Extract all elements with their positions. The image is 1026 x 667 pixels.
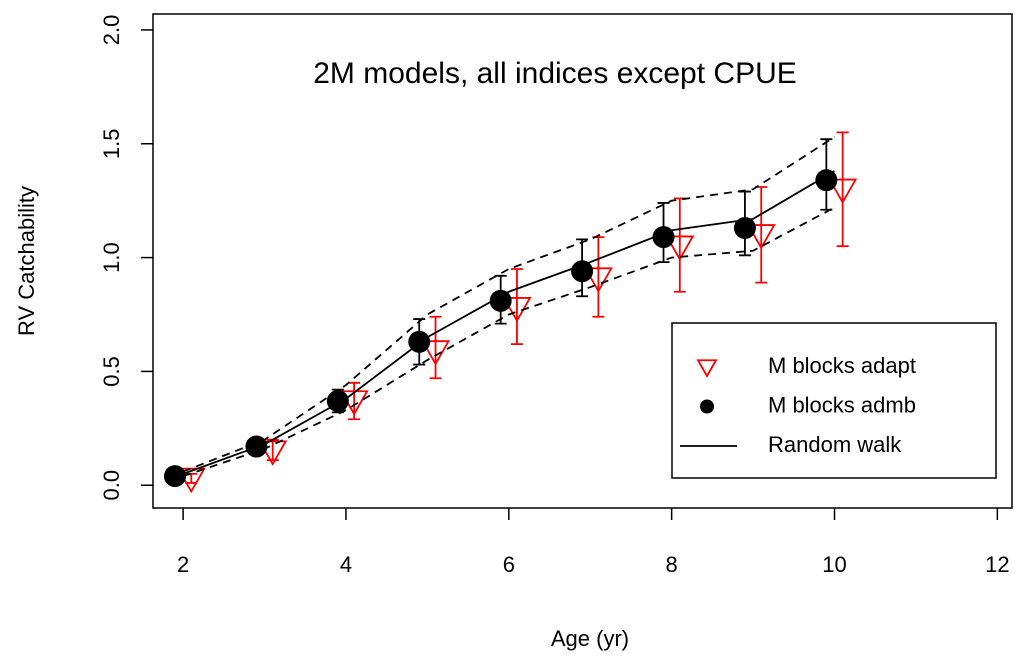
point [828, 178, 858, 205]
legend-box [671, 322, 997, 479]
point [571, 260, 594, 283]
y-axis-label: RV Catchability [14, 186, 39, 336]
lower-bound [182, 206, 835, 477]
x-tick-label: 6 [503, 552, 515, 577]
x-tick-label: 2 [177, 552, 189, 577]
error-bar [429, 315, 442, 380]
legend-label: Random walk [768, 432, 902, 457]
y-tick-label: 2.0 [99, 15, 124, 46]
error-bar [510, 268, 523, 345]
legend-label: M blocks admb [768, 392, 916, 417]
point [665, 235, 695, 262]
legend-symbol [696, 359, 718, 378]
point [583, 267, 613, 293]
point [815, 169, 838, 192]
line [182, 170, 835, 475]
point [258, 440, 288, 466]
x-tick-label: 12 [985, 552, 1009, 577]
x-tick-label: 4 [340, 552, 352, 577]
y-tick-label: 0.5 [99, 356, 124, 387]
upper-bound [182, 136, 835, 473]
point [420, 340, 451, 366]
error-bar [673, 197, 686, 293]
error-bar [592, 236, 605, 318]
plot-box [152, 13, 1013, 509]
y-tick-label: 0.0 [99, 470, 124, 501]
legend-label: M blocks adapt [768, 353, 916, 378]
y-tick-label: 1.5 [99, 128, 124, 159]
point [746, 224, 776, 250]
error-bar [755, 186, 768, 284]
legend-symbol [700, 399, 714, 414]
point [733, 216, 756, 239]
y-tick-label: 1.0 [99, 242, 124, 273]
point [326, 390, 349, 413]
x-tick-label: 8 [666, 552, 678, 577]
x-tick-label: 10 [822, 552, 846, 577]
x-axis-label: Age (yr) [551, 626, 629, 651]
chart-title: 2M models, all indices except CPUE [313, 57, 797, 90]
error-bar [836, 131, 849, 248]
point [163, 465, 186, 488]
point [489, 289, 512, 312]
